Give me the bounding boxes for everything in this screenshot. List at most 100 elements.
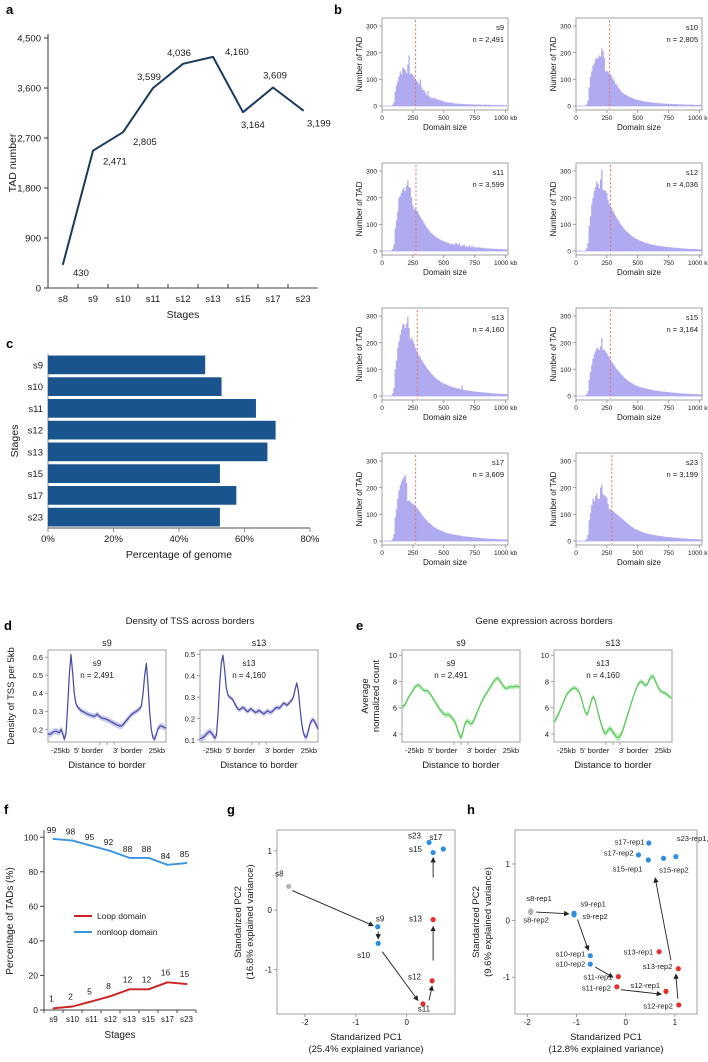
y-axis-label: Standarized PC2 bbox=[471, 886, 482, 958]
x-tick-label: 250 bbox=[601, 405, 612, 412]
y-axis-label: Number of TAD bbox=[549, 326, 558, 381]
bar-s15 bbox=[48, 464, 220, 483]
x-tick-label: 1000 kb bbox=[688, 550, 708, 557]
x-tick-label: 750 bbox=[663, 115, 674, 122]
n-label: n = 4,160 bbox=[232, 671, 266, 680]
panel-h-label: h bbox=[467, 802, 475, 817]
profile-s9: s9 4 6 8 10 -25kb 5' border 3' border 25kbDistan… bbox=[389, 638, 521, 771]
x-tick-label: 250 bbox=[601, 260, 612, 267]
y-tick-label: 1 bbox=[268, 847, 273, 856]
y-tick-label: 200 bbox=[560, 50, 571, 57]
data-point-label: 99 bbox=[47, 825, 57, 835]
series-line-Loop-domain bbox=[52, 981, 188, 1010]
x-tick-label: -25kb bbox=[51, 746, 70, 755]
histogram-bars bbox=[584, 47, 702, 106]
y-tick-label: 900 bbox=[25, 234, 41, 245]
x-tick-label: 80% bbox=[300, 534, 320, 545]
plot-frame bbox=[575, 17, 703, 111]
y-tick-label: 300 bbox=[560, 169, 571, 176]
plot-frame bbox=[276, 829, 456, 1015]
y-tick-label: s12 bbox=[28, 426, 43, 437]
data-point-label: 5 bbox=[87, 986, 92, 996]
x-tick-label: s10 bbox=[66, 1015, 79, 1024]
y-tick-label: -1 bbox=[503, 973, 511, 982]
x-axis-label: Distance to border bbox=[220, 760, 298, 771]
y-tick-label: 0.6 bbox=[33, 653, 43, 662]
y-tick-label: s23 bbox=[28, 513, 43, 524]
x-tick-label: 1000 kb bbox=[494, 260, 518, 267]
x-tick-label: 750 bbox=[469, 260, 480, 267]
data-point-label: 95 bbox=[85, 832, 95, 842]
subplot-title: s13 bbox=[606, 638, 621, 648]
legend-label: nonloop domain bbox=[97, 927, 158, 937]
x-axis-label: Domain size bbox=[423, 268, 468, 277]
transition-arrow bbox=[536, 910, 570, 917]
y-tick-label: 200 bbox=[560, 195, 571, 202]
x-tick-label: 0 bbox=[380, 550, 384, 557]
data-point-label: 88 bbox=[123, 844, 133, 854]
y-tick-label: 40 bbox=[29, 936, 39, 946]
x-tick-label: s11 bbox=[146, 294, 161, 305]
y-tick-label: 0.3 bbox=[33, 707, 43, 716]
profile-line bbox=[401, 677, 521, 739]
plot-frame bbox=[381, 162, 509, 256]
stage-label: s10 bbox=[686, 23, 698, 32]
transition-arrow bbox=[381, 951, 419, 1002]
panel-f: f 0 20 40 60 80 100 1 2 5 8 12 12 16 15 99 98 95 92 88 88 84… bbox=[0, 798, 225, 1062]
data-point-label: 2,471 bbox=[103, 157, 127, 168]
x-axis-label: Domain size bbox=[423, 123, 468, 132]
y-tick-label: 3,600 bbox=[17, 84, 41, 95]
x-axis-label: Domain size bbox=[617, 558, 662, 567]
x-tick-label: s23 bbox=[295, 294, 310, 305]
stage-label: s13 bbox=[597, 659, 610, 668]
data-point-label: 3,199 bbox=[307, 118, 331, 129]
scatter-point-s23-rep1,2 bbox=[673, 854, 679, 860]
histogram-s11: 0 100 200 300 0 250 500 750 1000 kb s11 n = 3,599 D… bbox=[355, 162, 518, 277]
y-tick-label: 0.5 bbox=[33, 671, 43, 680]
x-tick-label: 5' border bbox=[428, 746, 458, 755]
point-label: s15 bbox=[409, 845, 422, 854]
n-label: n = 3,164 bbox=[667, 325, 699, 334]
y-tick-label: 60 bbox=[29, 902, 39, 912]
x-tick-label: s9 bbox=[49, 1015, 58, 1024]
stage-label: s9 bbox=[447, 659, 456, 668]
y-tick-label: s13 bbox=[28, 447, 43, 458]
data-point-label: 3,609 bbox=[263, 71, 287, 82]
y-tick-label: 0.4 bbox=[33, 689, 43, 698]
n-label: n = 2,491 bbox=[80, 671, 114, 680]
histogram-bars bbox=[390, 316, 508, 396]
point-label: s9-rep1 bbox=[580, 900, 605, 909]
stage-label: s9 bbox=[496, 23, 504, 32]
y-tick-label: s15 bbox=[28, 469, 43, 480]
x-axis-label: Distance to border bbox=[422, 760, 500, 771]
x-axis-sublabel: (12.8% explained variance) bbox=[548, 1044, 663, 1055]
stage-label: s12 bbox=[686, 168, 698, 177]
data-point-label: 85 bbox=[180, 849, 190, 859]
y-tick-label: 200 bbox=[366, 485, 377, 492]
y-tick-label: 8 bbox=[393, 677, 397, 686]
x-axis-label: Standarized PC1 bbox=[330, 1032, 402, 1043]
histogram-bars bbox=[584, 337, 702, 396]
data-point-label: 3,599 bbox=[137, 72, 161, 83]
y-tick-label: 4 bbox=[545, 730, 549, 739]
y-tick-label: s17 bbox=[28, 491, 43, 502]
transition-arrow bbox=[620, 989, 662, 997]
n-label: n = 4,160 bbox=[586, 671, 620, 680]
y-tick-label: 8 bbox=[545, 677, 549, 686]
x-tick-label: 0 bbox=[380, 115, 384, 122]
histogram-bars bbox=[584, 484, 702, 541]
point-label: s12-rep1 bbox=[630, 981, 660, 990]
x-tick-label: 250 bbox=[407, 115, 418, 122]
panel-a-label: a bbox=[6, 2, 14, 17]
stage-label: s17 bbox=[492, 458, 504, 467]
x-tick-label: 3' border bbox=[113, 746, 143, 755]
x-axis-label: Stages bbox=[104, 1030, 135, 1041]
x-tick-label: -2 bbox=[524, 1018, 532, 1027]
x-axis-label: Stages bbox=[167, 309, 200, 321]
n-label: n = 2,491 bbox=[434, 671, 468, 680]
point-label: s17 bbox=[429, 833, 442, 842]
scatter-point-s13 bbox=[430, 917, 436, 923]
panel-f-label: f bbox=[4, 802, 9, 817]
stage-label: s13 bbox=[492, 313, 504, 322]
x-axis-label: Domain size bbox=[423, 413, 468, 422]
